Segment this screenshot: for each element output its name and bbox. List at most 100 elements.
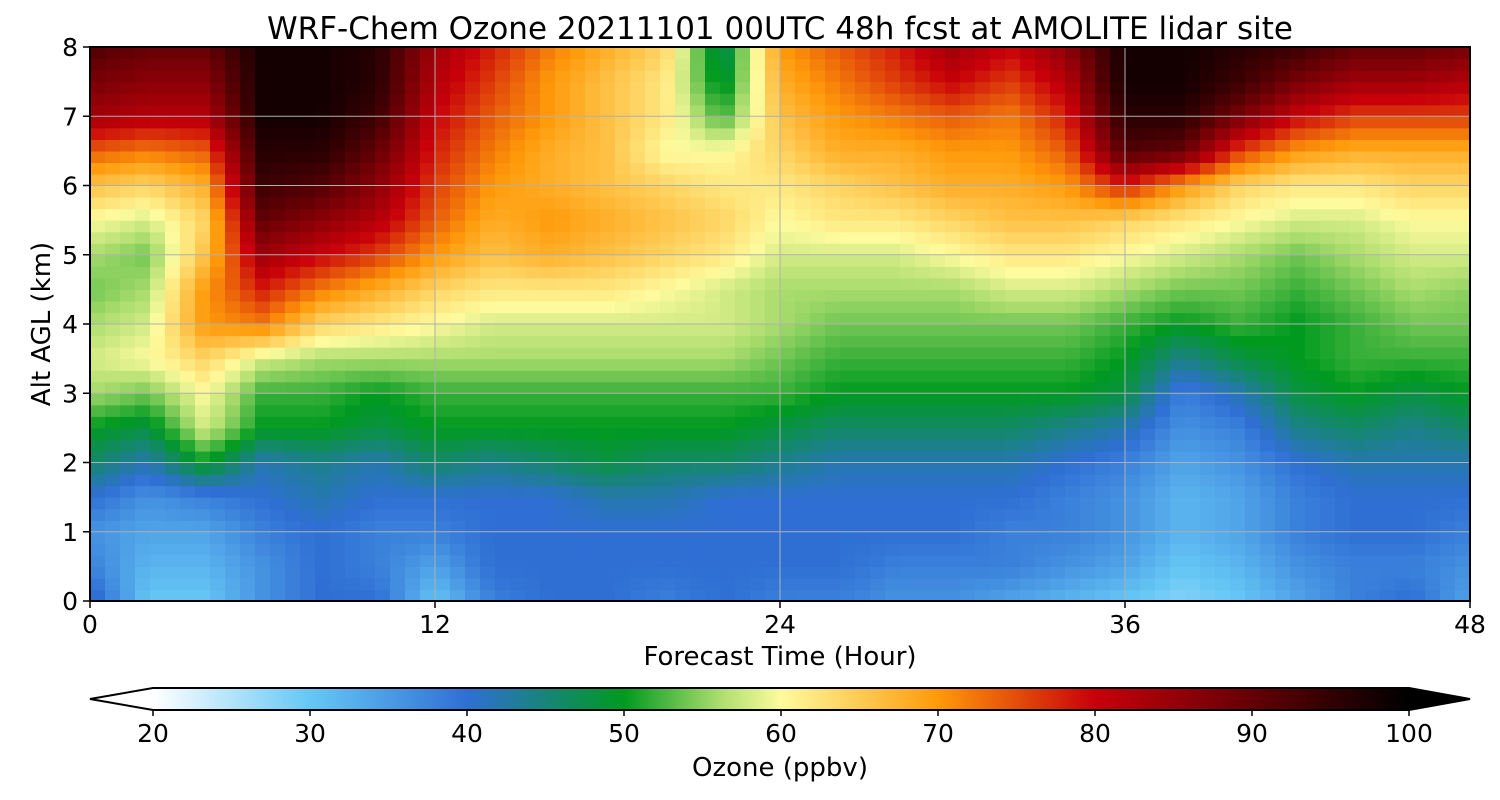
heatmap-cell [240,427,256,441]
heatmap-cell [105,47,121,60]
heatmap-cell [1425,393,1441,406]
heatmap-cell [870,277,886,290]
heatmap-cell [1275,474,1291,487]
heatmap-cell [1260,104,1276,117]
heatmap-cell [165,554,181,567]
heatmap-cell [1410,231,1426,244]
heatmap-cell [870,324,886,337]
heatmap-cell [210,231,226,244]
heatmap-cell [1095,70,1111,83]
heatmap-cell [210,81,226,94]
heatmap-cell [270,162,286,175]
heatmap-cell [645,520,661,533]
heatmap-cell [975,277,991,290]
heatmap-cell [150,220,166,233]
heatmap-cell [570,220,586,233]
heatmap-cell [855,497,871,510]
heatmap-cell [870,508,886,521]
heatmap-cell [1020,220,1036,233]
heatmap-cell [1140,577,1156,591]
heatmap-cell [1080,439,1096,452]
heatmap-cell [1095,173,1111,187]
heatmap-cell [1455,393,1470,406]
heatmap-cell [1320,208,1336,221]
heatmap-cell [1020,312,1036,325]
heatmap-cell [345,577,361,591]
heatmap-cell [675,450,691,464]
heatmap-cell [675,220,691,233]
heatmap-cell [930,173,946,187]
heatmap-cell [165,173,181,187]
heatmap-cell [555,254,571,267]
heatmap-cell [1170,520,1186,533]
heatmap-cell [870,231,886,244]
heatmap-cell [1260,220,1276,233]
heatmap-cell [1170,139,1186,152]
heatmap-cell [1380,416,1396,429]
heatmap-cell [900,104,916,117]
heatmap-cell [1170,589,1186,601]
heatmap-cell [525,277,541,290]
heatmap-cell [810,312,826,325]
heatmap-cell [630,266,646,279]
heatmap-cell [1335,220,1351,233]
heatmap-cell [675,439,691,452]
heatmap-cell [810,58,826,71]
heatmap-cell [990,335,1006,348]
heatmap-cell [735,531,751,544]
heatmap-cell [1095,81,1111,94]
heatmap-cell [1065,450,1081,464]
heatmap-cell [1380,370,1396,383]
heatmap-cell [420,162,436,175]
heatmap-cell [975,416,991,429]
heatmap-cell [495,173,511,187]
heatmap-cell [270,231,286,244]
heatmap-cell [255,474,271,487]
heatmap-cell [285,508,301,521]
heatmap-cell [105,116,121,129]
heatmap-cell [1095,497,1111,510]
heatmap-cell [930,416,946,429]
heatmap-cell [300,450,316,464]
heatmap-cell [1065,393,1081,406]
heatmap-cell [195,335,211,348]
heatmap-cell [375,93,391,106]
heatmap-cell [1155,462,1171,475]
heatmap-cell [1320,347,1336,360]
heatmap-cell [360,381,376,394]
heatmap-cell [1320,104,1336,117]
heatmap-cell [705,277,721,290]
heatmap-cell [435,543,451,556]
heatmap-cell [1140,277,1156,290]
heatmap-cell [870,531,886,544]
heatmap-cell [795,289,811,302]
heatmap-cell [825,485,841,498]
heatmap-cell [525,520,541,533]
heatmap-cell [1170,116,1186,129]
heatmap-cell [150,47,166,60]
heatmap-cell [1095,381,1111,394]
heatmap-cell [630,439,646,452]
heatmap-cell [1155,277,1171,290]
heatmap-cell [1200,485,1216,498]
heatmap-cell [915,289,931,302]
heatmap-cell [1035,93,1051,106]
heatmap-cell [945,393,961,406]
heatmap-cell [1125,254,1141,267]
heatmap-cell [570,577,586,591]
heatmap-cell [990,266,1006,279]
heatmap-cell [570,370,586,383]
heatmap-cell [315,335,331,348]
heatmap-cell [1170,439,1186,452]
heatmap-cell [300,58,316,71]
heatmap-cell [1290,300,1306,314]
heatmap-cell [360,589,376,601]
heatmap-cell [1065,462,1081,475]
heatmap-cell [645,347,661,360]
heatmap-cell [960,393,976,406]
heatmap-cell [1290,243,1306,256]
heatmap-cell [450,554,466,567]
heatmap-cell [375,450,391,464]
heatmap-cell [645,427,661,441]
heatmap-cell [960,497,976,510]
